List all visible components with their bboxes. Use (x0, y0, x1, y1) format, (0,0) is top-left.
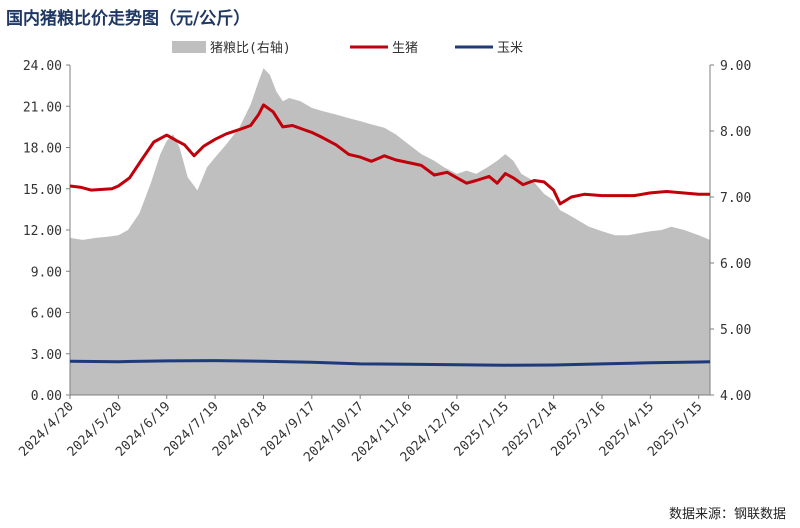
left-tick-label: 18.00 (23, 142, 62, 157)
pig-grain-ratio-area-layer (70, 68, 710, 396)
left-tick-label: 15.00 (23, 183, 62, 198)
left-tick-label: 6.00 (31, 307, 62, 322)
legend-label: 猪粮比(右轴) (210, 41, 291, 56)
left-tick-label: 9.00 (31, 265, 62, 280)
legend-item: 猪粮比(右轴) (172, 41, 291, 56)
legend-label: 生猪 (392, 41, 418, 56)
right-tick-label: 4.00 (720, 389, 751, 404)
data-source-note: 数据来源：钢联数据 (668, 507, 786, 522)
price-lines-layer (69, 103, 711, 367)
right-tick-label: 5.00 (720, 323, 751, 338)
right-tick-label: 8.00 (720, 125, 751, 140)
left-tick-label: 0.00 (31, 389, 62, 404)
chart-title: 国内猪粮比价走势图（元/公斤） (6, 9, 251, 29)
series-area-pig-grain-ratio (70, 68, 710, 396)
left-tick-label: 3.00 (31, 348, 62, 363)
legend-item: 生猪 (350, 41, 418, 56)
legend-label: 玉米 (497, 41, 523, 56)
left-tick-label: 12.00 (23, 224, 62, 239)
legend-item: 玉米 (455, 41, 523, 56)
right-axis-ticks: 4.00 5.00 6.00 7.00 8.00 9.00 (710, 59, 751, 404)
left-tick-label: 24.00 (23, 59, 62, 74)
right-tick-label: 7.00 (720, 191, 751, 206)
x-axis-ticks: 2024/4/202024/5/202024/6/192024/7/192024… (16, 395, 706, 465)
left-tick-label: 21.00 (23, 100, 62, 115)
legend-swatch (172, 41, 206, 53)
left-axis-ticks: 0.00 3.00 6.00 9.00 12.00 15.00 18.00 21.00 24.0… (23, 59, 70, 404)
right-tick-label: 9.00 (720, 59, 751, 74)
legend: 猪粮比(右轴) 生猪 玉米 (172, 41, 523, 56)
right-tick-label: 6.00 (720, 257, 751, 272)
series-line-corn (69, 359, 711, 367)
series-line-live-hog (69, 103, 710, 206)
